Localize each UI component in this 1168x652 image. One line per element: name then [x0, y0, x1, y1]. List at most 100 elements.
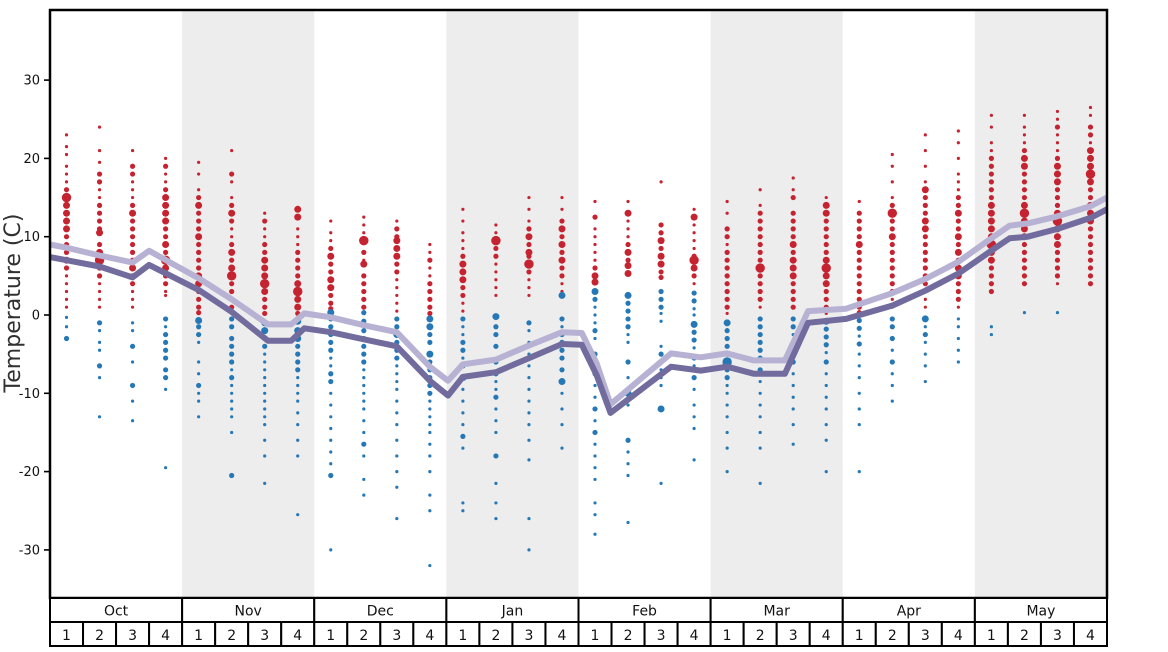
max-temp-dot: [525, 248, 533, 256]
min-temp-dot: [263, 383, 267, 388]
max-temp-dot: [790, 304, 796, 310]
week-label: 4: [954, 628, 963, 644]
y-tick-label: 20: [23, 152, 40, 167]
min-temp-dot: [97, 329, 102, 333]
min-temp-dot: [395, 387, 399, 391]
min-temp-dot: [461, 356, 465, 360]
week-label: 4: [690, 628, 699, 644]
min-temp-dot: [493, 324, 499, 330]
min-temp-dot: [428, 430, 432, 435]
max-temp-dot: [692, 207, 696, 211]
min-temp-dot: [63, 335, 70, 342]
min-temp-dot: [329, 403, 333, 407]
max-temp-dot: [494, 285, 498, 290]
max-temp-dot: [295, 257, 301, 263]
min-temp-dot: [494, 387, 498, 391]
min-temp-dot: [361, 328, 367, 334]
week-label: 4: [293, 628, 302, 644]
week-label: 3: [789, 628, 798, 644]
month-cell: [313, 597, 448, 623]
min-temp-dot: [164, 325, 168, 329]
max-temp-dot: [64, 172, 69, 176]
max-temp-dot: [130, 305, 135, 309]
min-temp-dot: [164, 466, 168, 470]
y-axis-label: Temperature (C): [1, 214, 26, 394]
min-temp-dot: [560, 446, 564, 450]
max-temp-dot: [791, 176, 795, 180]
min-temp-dot: [394, 355, 400, 361]
min-temp-dot: [724, 328, 730, 334]
min-temp-dot: [824, 438, 828, 442]
min-temp-dot: [692, 403, 696, 407]
min-temp-dot: [261, 327, 269, 335]
min-temp-dot: [263, 415, 267, 419]
max-temp-dot: [923, 164, 927, 168]
min-temp-dot: [361, 359, 367, 365]
min-temp-dot: [263, 399, 267, 403]
max-temp-dot: [197, 172, 201, 176]
min-temp-dot: [923, 325, 927, 329]
min-temp-dot: [921, 315, 929, 323]
min-temp-dot: [329, 391, 333, 395]
max-temp-dot: [955, 296, 961, 302]
max-temp-dot: [890, 180, 894, 184]
max-temp-dot: [129, 264, 137, 272]
max-temp-dot: [1054, 124, 1061, 130]
week-label: 4: [558, 628, 567, 644]
min-temp-dot: [790, 316, 796, 322]
max-temp-dot: [988, 171, 994, 177]
max-temp-dot: [757, 296, 763, 302]
min-temp-dot: [263, 368, 267, 372]
max-temp-dot: [1021, 179, 1028, 185]
min-temp-dot: [362, 399, 366, 403]
max-temp-dot: [395, 278, 399, 282]
min-temp-dot: [163, 316, 169, 322]
max-temp-dot: [61, 192, 72, 203]
max-temp-dot: [428, 242, 432, 247]
max-temp-dot: [889, 273, 895, 279]
min-temp-dot: [856, 325, 862, 331]
min-temp-dot: [426, 315, 434, 323]
max-temp-dot: [294, 280, 302, 288]
min-temp-dot: [724, 335, 730, 342]
min-temp-dot: [394, 316, 400, 322]
max-temp-dot: [757, 281, 763, 287]
max-temp-dot: [97, 195, 102, 200]
max-temp-dot: [527, 219, 531, 223]
max-temp-dot: [755, 263, 765, 273]
min-temp-dot: [823, 359, 829, 365]
max-temp-dot: [856, 273, 862, 279]
max-temp-dot: [856, 288, 862, 295]
max-temp-dot: [226, 271, 237, 281]
min-temp-dot: [493, 394, 499, 400]
week-label: 4: [1086, 628, 1095, 644]
max-temp-dot: [559, 218, 565, 224]
min-temp-dot: [527, 411, 531, 415]
max-temp-dot: [460, 284, 466, 291]
min-temp-dot: [196, 382, 202, 389]
min-temp-dot: [626, 462, 630, 466]
min-temp-dot: [559, 347, 565, 353]
avg-line-lower: [49, 206, 1109, 416]
min-temp-dot: [64, 315, 69, 319]
max-temp-dot: [658, 222, 664, 228]
max-temp-dot: [1088, 141, 1093, 145]
max-temp-dot: [459, 276, 467, 284]
min-temp-dot: [691, 329, 697, 335]
min-temp-dot: [461, 509, 465, 513]
min-temp-dot: [230, 368, 234, 372]
min-temp-dot: [362, 493, 366, 497]
min-temp-dot: [725, 415, 729, 419]
max-temp-dot: [921, 225, 929, 233]
max-temp-dot: [856, 210, 862, 216]
max-temp-dot: [890, 152, 894, 157]
min-temp-dot: [428, 407, 432, 411]
max-temp-dot: [162, 194, 170, 202]
max-temp-dot: [129, 234, 136, 240]
max-temp-dot: [328, 261, 334, 267]
max-temp-dot: [1055, 141, 1060, 145]
max-temp-dot: [856, 281, 862, 287]
max-temp-dot: [196, 210, 202, 216]
max-temp-dot: [1021, 249, 1028, 255]
max-temp-dot: [1020, 225, 1028, 233]
